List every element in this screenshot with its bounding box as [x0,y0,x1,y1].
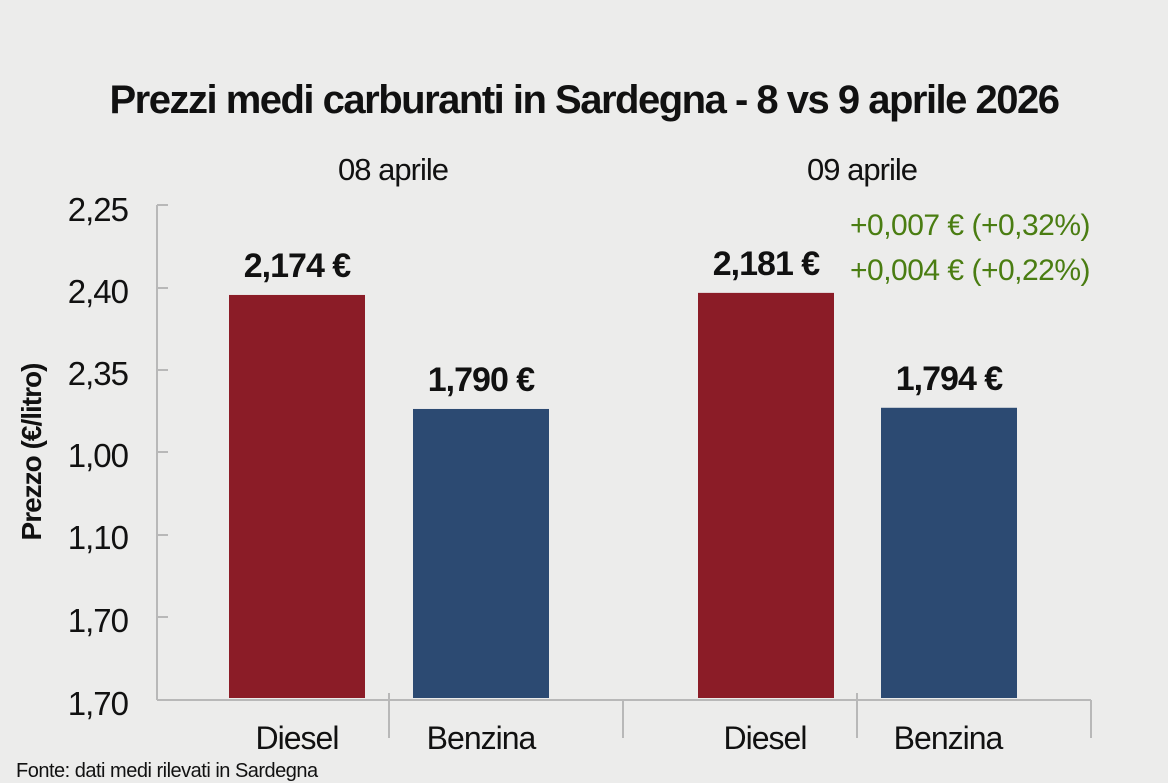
y-tick-label: 2,40 [67,273,129,310]
y-tick-label: 2,35 [67,355,129,392]
x-category-label: Diesel [255,720,340,756]
chart-title: Prezzi medi carburanti in Sardegna - 8 v… [109,78,1060,122]
annotation-benzina-change: +0,004 € (+0,22%) [850,254,1091,287]
y-tick-label: 2,25 [67,191,129,228]
value-label-diesel-09: 2,181 € [712,244,820,283]
bar-diesel-08 [229,294,365,698]
group-label-08-aprile: 08 aprile [338,152,449,187]
value-label-benzina-09: 1,794 € [895,359,1003,398]
y-tick-label: 1,70 [67,685,129,722]
x-category-label: Benzina [426,720,537,756]
y-tick-label: 1,10 [67,519,129,556]
axes [156,204,1092,738]
x-category-label: Diesel [723,720,808,756]
y-tick-label: 1,00 [67,437,129,474]
group-label-09-aprile: 09 aprile [807,152,918,187]
source-note: Fonte: dati medi rilevati in Sardegna [16,760,318,782]
annotation-diesel-change: +0,007 € (+0,32%) [850,209,1091,242]
value-label-benzina-08: 1,790 € [427,360,535,399]
y-tick-label: 1,70 [67,602,129,639]
bar-benzina-08 [413,408,549,698]
bar-benzina-09 [881,407,1017,698]
x-category-label: Benzina [893,720,1004,756]
value-label-diesel-08: 2,174 € [243,246,351,285]
bar-diesel-09 [698,292,834,698]
